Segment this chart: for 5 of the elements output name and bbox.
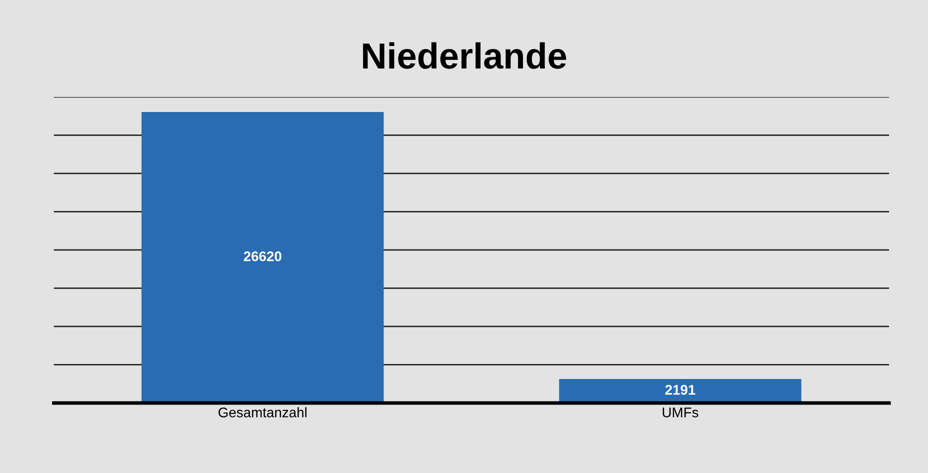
data-label: 2191 bbox=[665, 384, 696, 395]
x-tick-label: Gesamtanzahl bbox=[218, 407, 306, 418]
data-label: 26620 bbox=[244, 251, 282, 262]
chart-title: Niederlande bbox=[363, 42, 566, 69]
x-tick-label: UMFs bbox=[662, 408, 698, 418]
